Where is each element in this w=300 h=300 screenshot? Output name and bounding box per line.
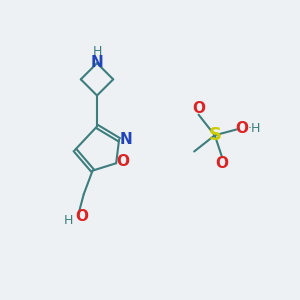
Text: O: O (236, 121, 249, 136)
Text: O: O (116, 154, 129, 169)
Text: N: N (119, 132, 132, 147)
Text: S: S (208, 126, 221, 144)
Text: ·H: ·H (248, 122, 261, 135)
Text: O: O (75, 209, 88, 224)
Text: O: O (192, 101, 205, 116)
Text: H: H (64, 214, 73, 227)
Text: O: O (216, 156, 229, 171)
Text: N: N (91, 55, 103, 70)
Text: H: H (92, 45, 102, 58)
